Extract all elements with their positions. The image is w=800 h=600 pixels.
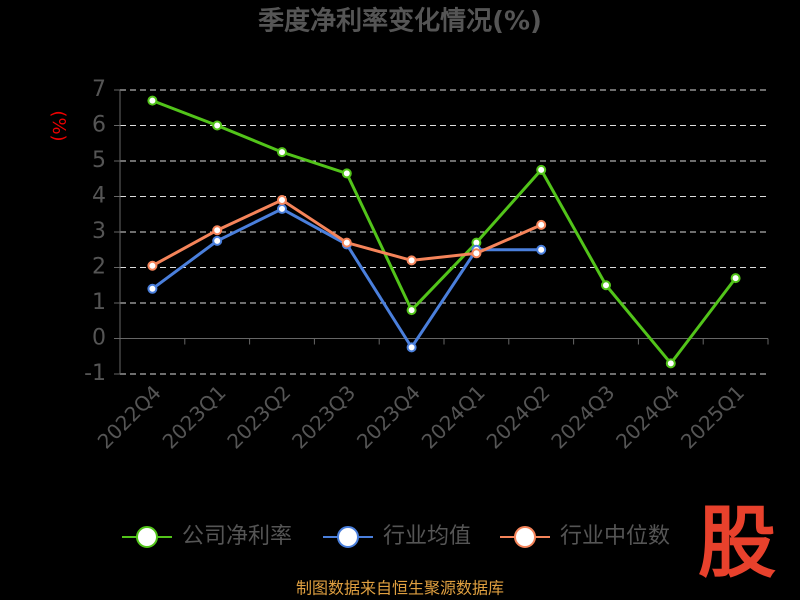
- point: [406, 342, 417, 353]
- y-tick-label: 5: [92, 148, 106, 173]
- y-tick-label: 2: [92, 255, 106, 280]
- chart-title: 季度净利率变化情况(%): [258, 6, 542, 37]
- point: [536, 219, 547, 230]
- y-tick-label: 1: [92, 290, 106, 315]
- source-note: 制图数据来自恒生聚源数据库: [296, 579, 504, 598]
- point: [147, 260, 158, 271]
- legend-marker: [514, 526, 536, 548]
- legend-marker: [337, 526, 359, 548]
- legend-label: 公司净利率: [182, 524, 292, 549]
- point: [212, 120, 223, 131]
- point: [406, 255, 417, 266]
- point: [536, 244, 547, 255]
- point: [471, 248, 482, 259]
- legend-label: 行业中位数: [560, 524, 670, 549]
- point: [730, 273, 741, 284]
- y-tick-label: 0: [92, 326, 106, 351]
- point: [212, 225, 223, 236]
- point: [341, 168, 352, 179]
- legend-label: 行业均值: [383, 524, 471, 549]
- y-tick-label: 3: [92, 219, 106, 244]
- point: [601, 280, 611, 291]
- point: [536, 164, 547, 175]
- point: [406, 305, 417, 316]
- point: [277, 195, 287, 206]
- point: [665, 358, 676, 369]
- y-tick-label: 7: [92, 77, 106, 102]
- point: [277, 147, 287, 158]
- point: [212, 235, 223, 246]
- y-tick-label: 4: [92, 184, 106, 209]
- y-axis-label: (%): [48, 110, 69, 141]
- point: [277, 203, 287, 214]
- point: [147, 95, 158, 106]
- point: [147, 283, 158, 294]
- y-tick-label: -1: [84, 361, 106, 386]
- y-tick-label: 6: [92, 113, 106, 138]
- logo: 股: [698, 498, 776, 588]
- point: [341, 237, 352, 248]
- legend-marker: [136, 526, 158, 548]
- series-line: [151, 99, 737, 366]
